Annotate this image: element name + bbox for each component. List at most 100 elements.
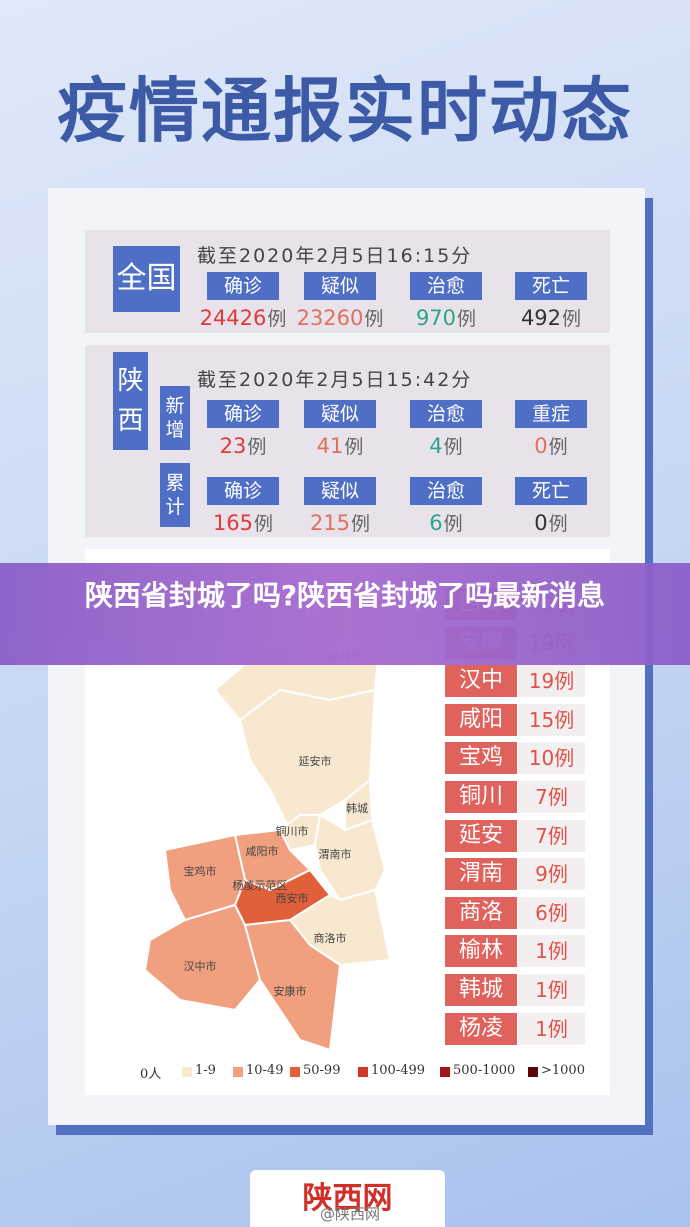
- region-label: 安康市: [274, 984, 307, 998]
- city-name: 铜川: [445, 781, 517, 813]
- stat-count: 215例: [280, 509, 400, 536]
- logo: 陕西网: [250, 1170, 445, 1227]
- update-time: 截至2020年2月5日15:42分: [197, 369, 473, 391]
- count: 492: [520, 306, 562, 330]
- region-label: 陕西: [113, 352, 148, 450]
- stat-count: 41例: [280, 432, 400, 459]
- count: 0: [534, 434, 548, 458]
- region-weinan: [313, 813, 387, 902]
- stat-label: 重症: [515, 400, 587, 428]
- legend-swatch: [440, 1067, 450, 1077]
- count: 970: [415, 306, 457, 330]
- unit: 例: [547, 1016, 568, 1041]
- region-hanzhong: [143, 903, 262, 1012]
- city-name: 延安: [445, 819, 517, 852]
- region-label: 渭南市: [319, 847, 352, 861]
- count: 6: [535, 900, 548, 925]
- city-count: 10例: [518, 742, 585, 775]
- city-count: 7例: [518, 819, 585, 852]
- stat-label: 死亡: [515, 477, 587, 505]
- title: 疫情通报实时动态: [57, 70, 633, 152]
- watermark: @陕西网: [320, 1205, 381, 1223]
- region-label: 汉中市: [184, 959, 217, 973]
- count: 9: [535, 862, 548, 887]
- unit: 例: [443, 436, 463, 458]
- stat-count: 0例: [491, 509, 611, 536]
- legend-label: 500-1000: [453, 1063, 516, 1078]
- city-name: 咸阳: [445, 703, 517, 736]
- legend-label: 10-49: [246, 1063, 284, 1078]
- region-label: 杨凌示范区: [233, 878, 288, 892]
- legend-label: 0人: [140, 1067, 162, 1082]
- legend-swatch: [233, 1067, 243, 1077]
- stat-label: 疑似: [304, 400, 376, 428]
- count: 19: [528, 669, 555, 694]
- stat-count: 165例: [183, 509, 303, 536]
- count: 1: [535, 939, 548, 964]
- count: 24426: [199, 306, 267, 330]
- region-label: 全国: [113, 246, 180, 312]
- legend-label: 100-499: [371, 1063, 426, 1078]
- legend-swatch: [528, 1067, 538, 1077]
- unit: 例: [547, 939, 568, 964]
- count: 6: [429, 511, 443, 535]
- count: 23260: [296, 306, 364, 330]
- legend-swatch: [182, 1067, 192, 1077]
- region-label: 咸阳市: [246, 844, 279, 858]
- count: 1: [535, 978, 548, 1002]
- unit: 例: [548, 513, 568, 535]
- unit: 例: [547, 823, 568, 848]
- stat-label: 治愈: [410, 477, 482, 505]
- region-ankang: [243, 918, 342, 1052]
- stat-label: 确诊: [207, 400, 279, 428]
- stat-label: 死亡: [515, 272, 587, 300]
- count: 215: [309, 511, 351, 535]
- unit: 例: [443, 513, 463, 535]
- city-name: 榆林: [445, 935, 517, 968]
- stat-label: 确诊: [207, 272, 279, 300]
- group-label: 新增: [160, 386, 190, 450]
- count: 23: [219, 434, 247, 458]
- unit: 例: [254, 513, 274, 535]
- unit: 例: [364, 308, 384, 330]
- city-name: 商洛: [445, 896, 517, 929]
- city-count: 1例: [518, 1012, 585, 1045]
- stat-count: 492例: [491, 304, 611, 331]
- unit: 例: [554, 746, 575, 771]
- stat-label: 确诊: [207, 477, 279, 505]
- unit: 例: [554, 669, 575, 694]
- unit: 例: [548, 436, 568, 458]
- legend-label: 1-9: [195, 1063, 216, 1078]
- unit: 例: [547, 862, 568, 887]
- unit: 例: [547, 900, 568, 925]
- count: 7: [535, 785, 548, 809]
- region-label: 铜川市: [276, 824, 309, 838]
- count: 165: [212, 511, 254, 535]
- count: 0: [534, 511, 548, 535]
- city-count: 1例: [518, 974, 585, 1006]
- stat-count: 24426例: [183, 304, 303, 331]
- city-count: 6例: [518, 896, 585, 929]
- banner: 陕西省封城了吗?陕西省封城了吗最新消息: [0, 563, 690, 665]
- count: 10: [528, 746, 555, 771]
- count: 4: [429, 434, 443, 458]
- unit: 例: [547, 978, 568, 1002]
- unit: 例: [351, 513, 371, 535]
- legend-label: >1000: [541, 1063, 585, 1078]
- city-name: 渭南: [445, 858, 517, 891]
- region-label: 延安市: [299, 754, 332, 768]
- city-name: 汉中: [445, 665, 517, 698]
- unit: 例: [457, 308, 477, 330]
- unit: 例: [344, 436, 364, 458]
- count: 1: [535, 1016, 548, 1041]
- stat-label: 疑似: [304, 477, 376, 505]
- city-count: 1例: [518, 935, 585, 968]
- stat-count: 970例: [386, 304, 506, 331]
- stat-count: 4例: [386, 432, 506, 459]
- unit: 例: [554, 707, 575, 732]
- city-count: 15例: [518, 703, 585, 736]
- city-name: 宝鸡: [445, 742, 517, 775]
- update-time: 截至2020年2月5日16:15分: [197, 245, 473, 267]
